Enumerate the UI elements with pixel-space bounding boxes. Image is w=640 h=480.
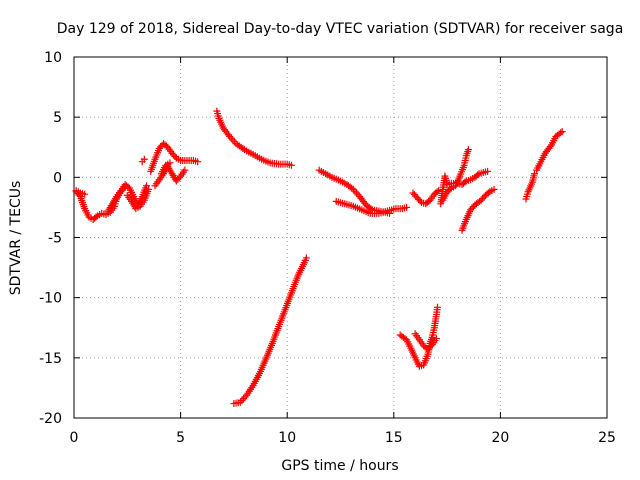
gridlines (74, 57, 607, 418)
x-tick-label: 5 (176, 430, 185, 446)
data-point (432, 335, 440, 343)
data-point (464, 146, 472, 154)
x-axis-label: GPS time / hours (281, 458, 398, 474)
data-point (142, 182, 150, 190)
data-point (546, 143, 554, 151)
data-point (348, 184, 356, 192)
data-point (239, 395, 247, 403)
x-tick-label: 25 (598, 430, 616, 446)
chart-title: Day 129 of 2018, Sidereal Day-to-day VTE… (57, 21, 624, 37)
data-markers (72, 107, 566, 408)
y-tick-label: 5 (53, 110, 62, 126)
data-point (352, 189, 360, 197)
y-tick-label: -20 (39, 411, 62, 427)
data-point (557, 129, 565, 137)
data-point (461, 178, 469, 186)
data-point (194, 158, 202, 166)
y-axis-label: SDTVAR / TECUs (8, 181, 24, 296)
data-point (81, 190, 89, 198)
data-point (434, 303, 442, 311)
data-point (484, 189, 492, 197)
y-tick-label: -15 (39, 351, 62, 367)
data-point (145, 185, 153, 193)
y-tick-label: -5 (48, 231, 62, 247)
data-point (239, 144, 247, 152)
data-point (416, 197, 424, 205)
data-point (140, 155, 148, 163)
data-point (229, 136, 237, 144)
y-tick-label: 0 (53, 170, 62, 186)
data-point (403, 203, 411, 211)
x-tick-label: 10 (278, 430, 296, 446)
data-point (427, 342, 435, 350)
x-tick-label: 15 (385, 430, 403, 446)
data-point (166, 159, 174, 167)
plot-frame (73, 56, 608, 419)
x-tick-label: 20 (491, 430, 509, 446)
y-tick-label: 10 (44, 50, 62, 66)
data-point (175, 174, 183, 182)
data-point (92, 213, 100, 221)
data-point (302, 254, 310, 262)
x-tick-label: 0 (70, 430, 79, 446)
data-point (531, 170, 539, 178)
data-point (490, 185, 498, 193)
data-point (435, 187, 443, 195)
y-tick-label: -10 (39, 291, 62, 307)
data-point (287, 161, 295, 169)
data-point (474, 171, 482, 179)
data-point (484, 167, 492, 175)
data-point (181, 166, 189, 174)
data-point (558, 128, 566, 136)
data-point (446, 185, 454, 193)
axis-ticks: 0 5 10 15 20 25 -20 -15 -10 -5 0 5 10 (39, 50, 616, 446)
data-point (171, 152, 179, 160)
